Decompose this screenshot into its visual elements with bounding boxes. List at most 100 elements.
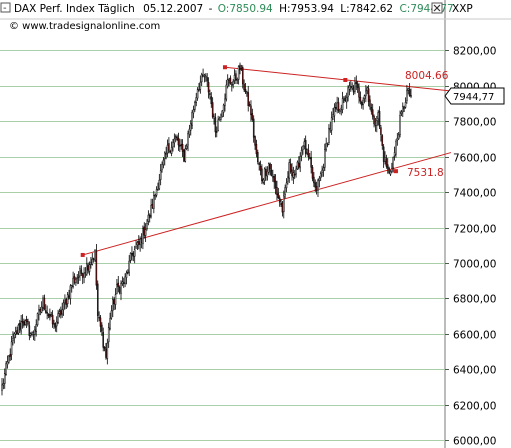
candle-body (169, 150, 172, 153)
candle-body (303, 141, 306, 147)
candle-body (199, 81, 202, 90)
candle-body (281, 202, 284, 213)
candle-body (60, 310, 62, 316)
candle-body (345, 96, 348, 103)
candle-body (298, 162, 300, 168)
candle-body (110, 310, 113, 319)
candle-body (35, 324, 37, 332)
candle-body (263, 168, 266, 181)
instrument-name: DAX Perf. Index Täglich (14, 3, 135, 15)
candle-body (43, 297, 46, 310)
candle-body (153, 195, 155, 209)
candle-body (91, 258, 94, 265)
candle-body (317, 179, 319, 191)
candle-body (214, 117, 217, 133)
candle-body (165, 152, 167, 155)
candle-body (309, 157, 311, 159)
candle-body (17, 324, 20, 334)
candle-body (207, 82, 210, 93)
candle-body (10, 341, 13, 355)
candle-body (25, 319, 28, 323)
candle-body (392, 157, 394, 169)
candle-body (53, 323, 55, 325)
candle-body (140, 238, 143, 244)
trend-anchor (80, 252, 85, 257)
close-x-icon[interactable] (431, 2, 443, 14)
candle-body (399, 114, 401, 135)
candle-body (344, 98, 347, 101)
candle-body (117, 282, 120, 287)
candle-body (289, 163, 292, 172)
candle-body (190, 123, 192, 131)
candle-body (233, 75, 236, 81)
candle-body (280, 203, 282, 205)
candle-body (92, 258, 95, 260)
candle-body (322, 167, 325, 171)
candle-body (61, 309, 63, 315)
candle-body (358, 87, 360, 98)
candle-body (217, 119, 219, 131)
candle-body (86, 263, 88, 275)
candle-body (90, 262, 92, 265)
candle-body (348, 85, 351, 90)
candle-body (400, 111, 403, 114)
y-axis-ticks: 8200,008000,007800,007600,007400,007200,… (445, 46, 496, 448)
candle-body (55, 321, 58, 327)
candle-body (261, 168, 263, 181)
candle-body (321, 169, 323, 173)
candle-body (84, 272, 87, 274)
candle-body (39, 309, 42, 312)
chart-header: - DAX Perf. Index Täglich 05.12.2007 - O… (0, 2, 473, 15)
y-tick-label: 6200,00 (453, 401, 496, 413)
candle-body (198, 89, 200, 91)
candle-body (224, 98, 226, 106)
candle-body (389, 171, 392, 175)
candle-body (96, 283, 99, 316)
annotations: 8004.66 7531.8 (405, 70, 449, 179)
candle-body (132, 252, 135, 257)
candle-body (403, 107, 405, 109)
candle-body (76, 277, 78, 280)
minimize-label[interactable]: - (3, 3, 7, 14)
candle-body (144, 229, 147, 236)
candle-body (370, 107, 373, 112)
candle-body (94, 250, 96, 261)
candle-body (6, 361, 9, 365)
candle-body (75, 279, 77, 283)
candle-body (326, 143, 329, 146)
candle-body (139, 238, 141, 246)
candle-body (192, 109, 195, 114)
candle-body (101, 324, 103, 332)
candle-body (259, 165, 262, 171)
trend-anchor (343, 77, 348, 82)
candle-body (181, 143, 184, 152)
candle-body (131, 252, 133, 255)
candle-body (116, 284, 118, 294)
candle-body (209, 93, 211, 96)
candle-body (183, 149, 185, 162)
minimize-box[interactable] (0, 2, 11, 13)
candle-body (307, 149, 310, 158)
candle-body (269, 163, 271, 170)
candle-body (226, 79, 229, 87)
candle-body (128, 260, 130, 273)
candle-body (250, 105, 252, 116)
candle-body (324, 149, 326, 168)
candle-body (359, 96, 362, 102)
candle-body (24, 320, 27, 325)
candle-body (191, 111, 193, 126)
candle-body (374, 124, 377, 126)
candle-body (306, 149, 308, 154)
candle-body (166, 144, 169, 154)
candle-body (98, 316, 100, 319)
candle-body (396, 137, 399, 141)
candle-body (34, 329, 36, 335)
candle-body (291, 169, 293, 177)
candle-body (319, 173, 322, 179)
candle-body (228, 79, 230, 81)
candle-body (172, 141, 174, 147)
candle-body (386, 164, 389, 169)
open-value: O:7850.94 (218, 3, 273, 15)
annotation-resistance: 8004.66 (405, 70, 449, 82)
